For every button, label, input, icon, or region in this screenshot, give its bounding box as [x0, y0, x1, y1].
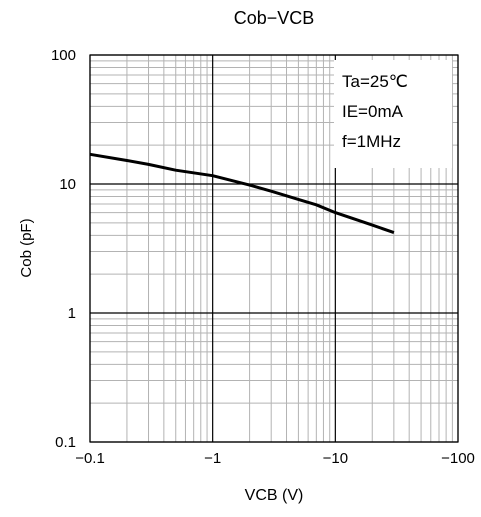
annotation-text: IE=0mA: [342, 102, 404, 121]
chart-title: Cob−VCB: [234, 8, 315, 28]
y-axis-label: Cob (pF): [18, 218, 35, 277]
x-tick-label: −100: [441, 450, 475, 467]
plot-frame: [89, 54, 459, 443]
x-axis-label: VCB (V): [245, 487, 304, 504]
annotation-text: f=1MHz: [342, 132, 401, 151]
x-tick-labels: −0.1 −1 −10 −100: [75, 450, 475, 467]
y-tick-label: 0.1: [55, 434, 76, 451]
x-tick-label: −10: [323, 450, 348, 467]
y-tick-label: 10: [59, 176, 76, 193]
series-line: [89, 152, 395, 235]
y-tick-label: 1: [68, 305, 76, 322]
y-tick-labels: 0.1 1 10 100: [51, 47, 76, 451]
y-tick-label: 100: [51, 47, 76, 64]
annotations: Ta=25℃ IE=0mA f=1MHz: [342, 72, 408, 151]
x-tick-label: −0.1: [75, 450, 105, 467]
annotation-box: [334, 60, 452, 168]
x-tick-label: −1: [204, 450, 221, 467]
annotation-text: Ta=25℃: [342, 72, 408, 91]
